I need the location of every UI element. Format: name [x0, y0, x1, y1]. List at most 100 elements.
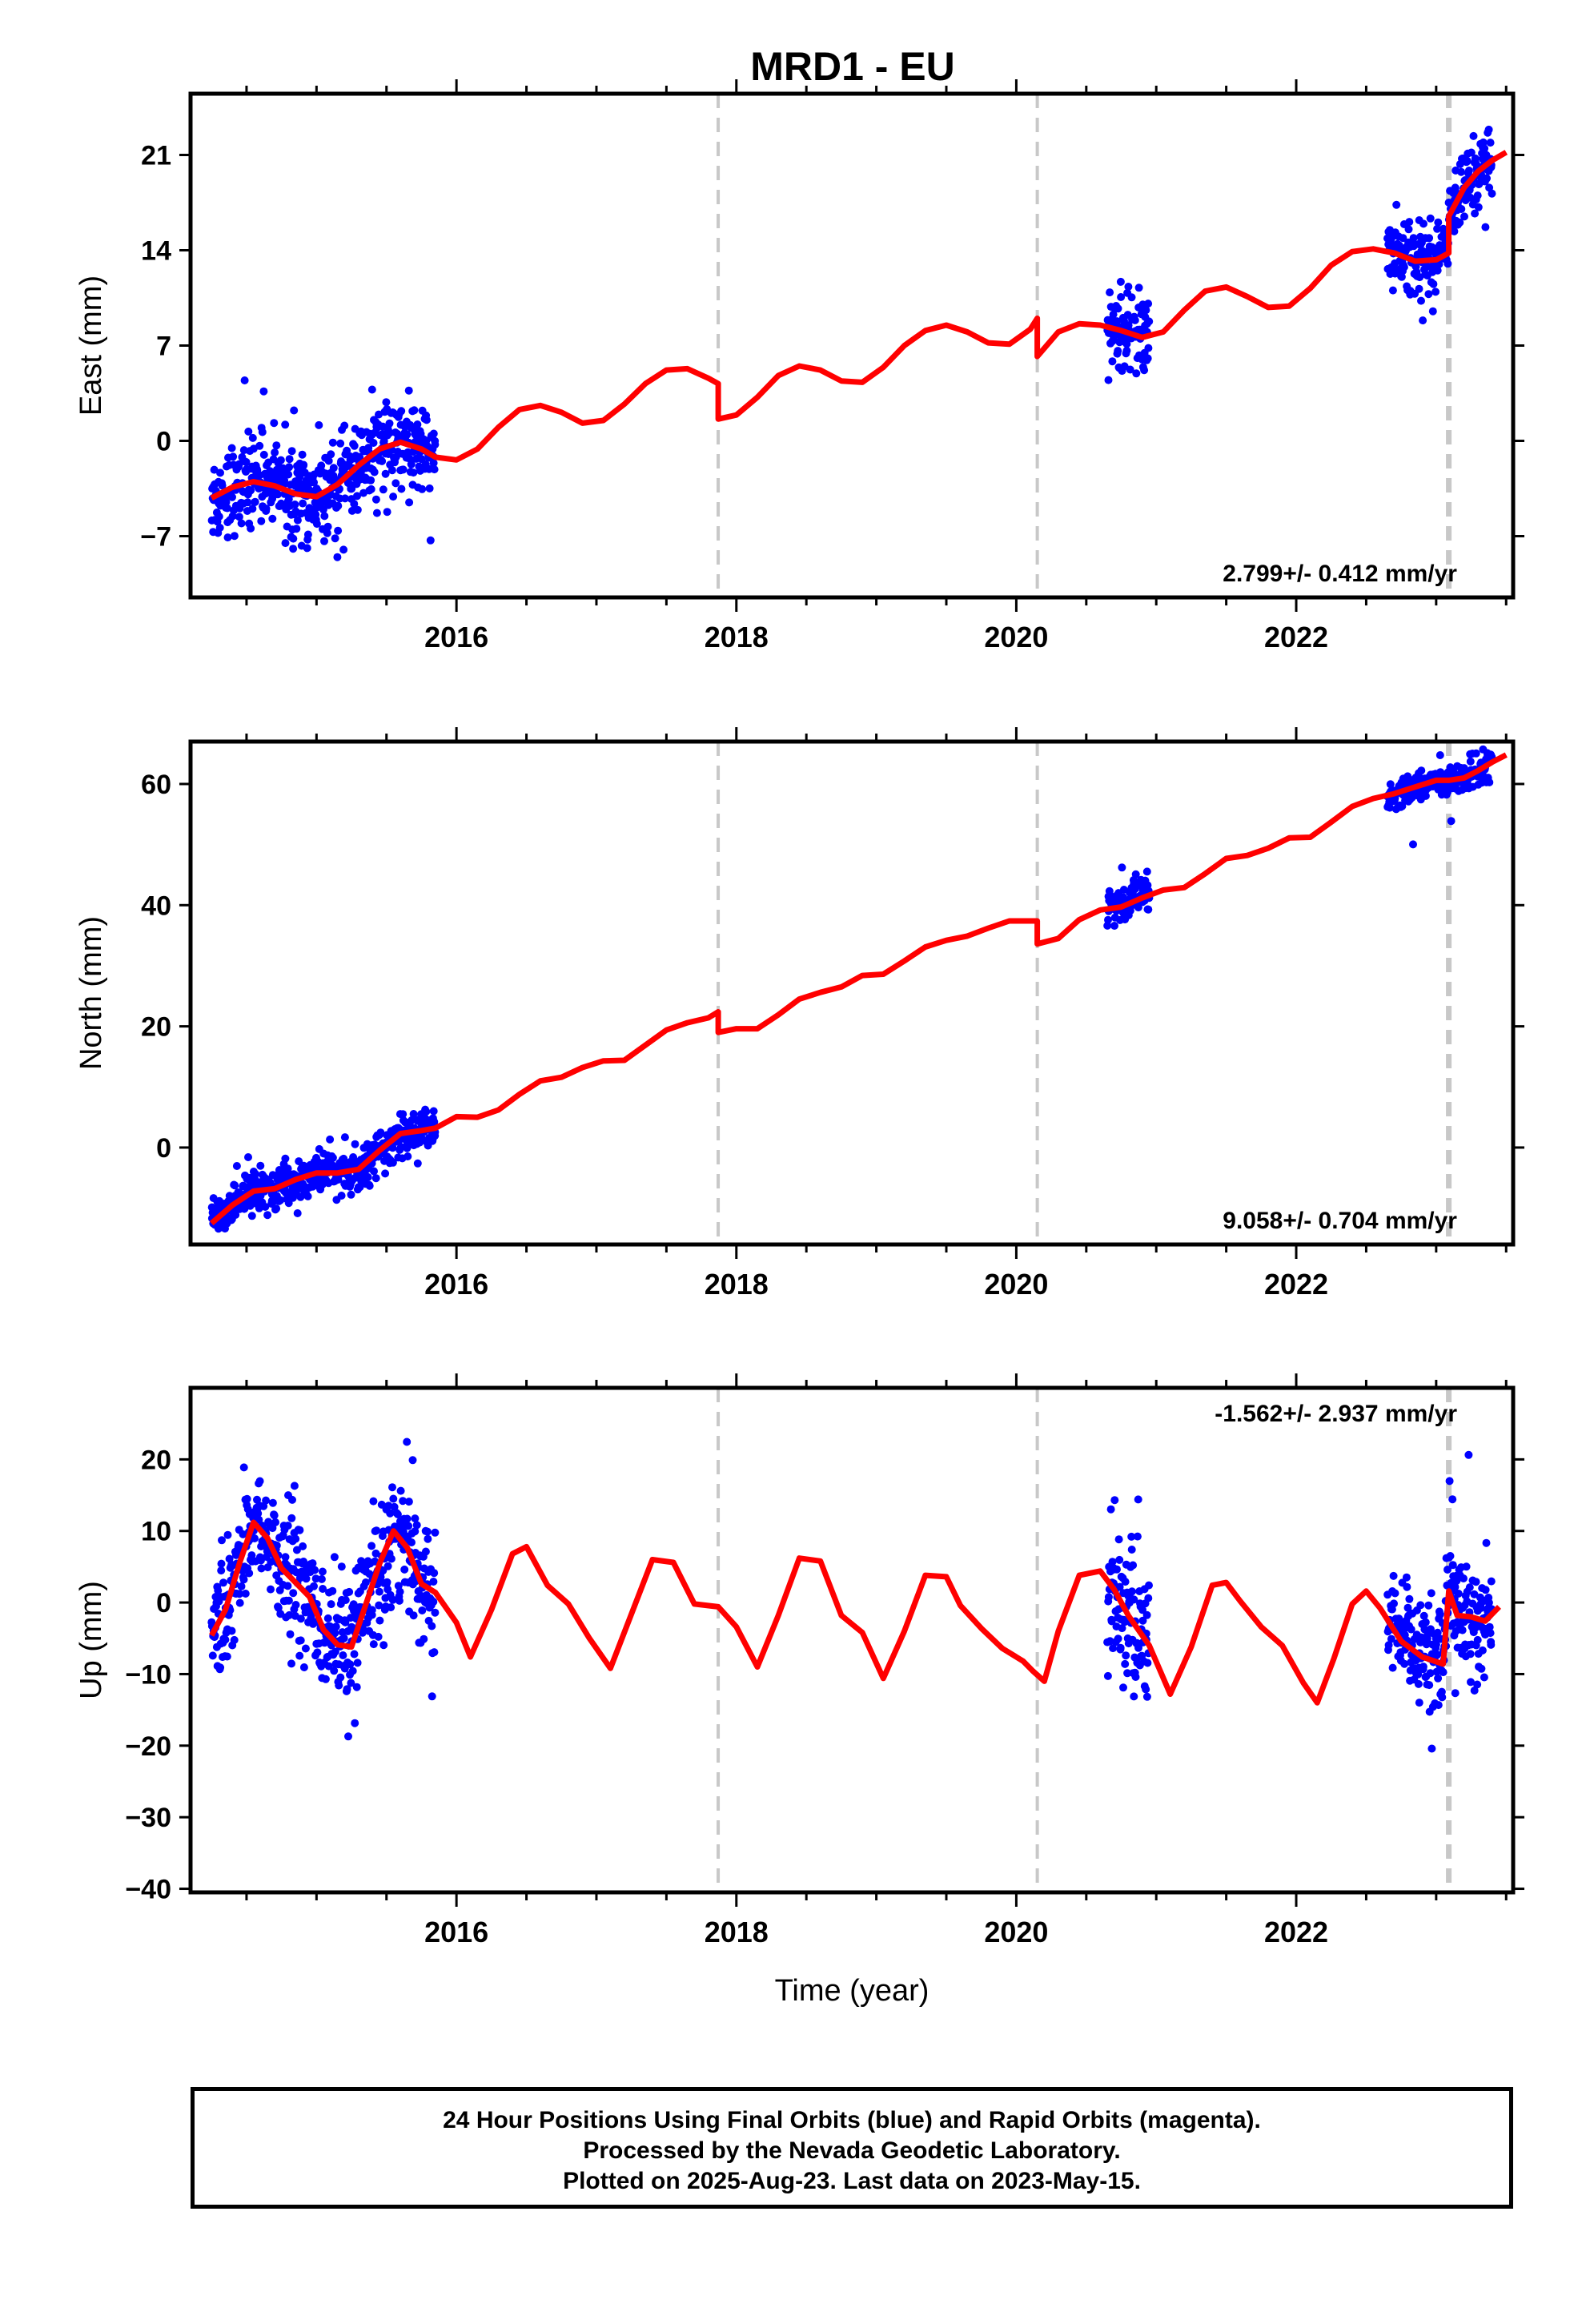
- data-point: [1433, 1651, 1442, 1659]
- data-point: [336, 439, 345, 448]
- data-point: [285, 1610, 294, 1619]
- data-point: [422, 1108, 431, 1116]
- data-point: [1470, 1687, 1479, 1695]
- data-point: [409, 1611, 418, 1620]
- data-point: [1464, 1450, 1473, 1459]
- data-point: [1473, 1680, 1482, 1689]
- data-point: [1110, 1496, 1119, 1505]
- data-point: [232, 1162, 241, 1170]
- data-point: [1419, 1611, 1428, 1620]
- data-point: [237, 1582, 246, 1590]
- data-point: [429, 459, 438, 468]
- y-tick-label: −10: [125, 1659, 171, 1690]
- y-axis-label: Up (mm): [74, 1581, 108, 1699]
- y-tick-label: 20: [141, 1012, 171, 1043]
- data-point: [403, 1144, 412, 1152]
- data-point: [404, 1498, 413, 1506]
- data-point: [1438, 1693, 1447, 1702]
- data-point: [1122, 1651, 1130, 1660]
- data-point: [420, 1634, 428, 1643]
- data-point: [328, 1586, 337, 1595]
- data-point: [1433, 1628, 1442, 1637]
- data-point: [292, 525, 301, 533]
- data-point: [1421, 791, 1430, 800]
- data-point: [336, 1673, 345, 1682]
- data-point: [1121, 1578, 1130, 1586]
- data-point: [390, 1502, 399, 1511]
- data-point: [320, 512, 329, 521]
- data-point: [399, 465, 408, 474]
- data-point: [352, 1683, 361, 1691]
- data-point: [1414, 1679, 1423, 1688]
- data-point: [317, 461, 326, 470]
- data-point: [276, 456, 285, 464]
- data-point: [344, 1732, 352, 1741]
- data-point: [370, 468, 379, 476]
- data-point: [1488, 189, 1496, 198]
- data-point: [1473, 191, 1482, 200]
- data-point: [413, 1159, 422, 1168]
- data-point: [1434, 1674, 1443, 1683]
- data-point: [1109, 1644, 1118, 1653]
- data-point: [247, 1212, 256, 1220]
- data-point: [1467, 1678, 1475, 1687]
- data-point: [1134, 1495, 1142, 1504]
- data-point: [245, 1569, 254, 1578]
- data-point: [370, 1167, 378, 1176]
- data-point: [311, 1574, 320, 1583]
- data-point: [1487, 1577, 1496, 1586]
- data-point: [221, 1635, 230, 1644]
- data-point: [1476, 1603, 1485, 1612]
- data-point: [1465, 1583, 1474, 1592]
- data-point: [1479, 138, 1488, 147]
- data-point: [228, 493, 236, 501]
- data-point: [1424, 290, 1433, 299]
- data-point: [1460, 212, 1468, 221]
- data-point: [350, 1650, 359, 1659]
- data-point: [431, 1608, 440, 1617]
- data-point: [251, 1534, 259, 1542]
- y-tick-label: −30: [125, 1803, 171, 1833]
- data-point: [1104, 376, 1113, 384]
- data-point: [1142, 1610, 1151, 1619]
- data-point: [375, 1601, 383, 1610]
- data-point: [317, 1574, 326, 1583]
- data-point: [393, 1510, 402, 1518]
- data-point: [1434, 218, 1443, 227]
- data-point: [255, 1204, 263, 1212]
- data-point: [1122, 346, 1131, 355]
- data-point: [383, 508, 391, 517]
- data-point: [247, 1551, 256, 1560]
- data-point: [1133, 1532, 1142, 1541]
- data-point: [1131, 1673, 1140, 1681]
- data-point: [1127, 1532, 1136, 1541]
- data-point: [429, 1107, 438, 1116]
- caption-line-3: Plotted on 2025-Aug-23. Last data on 202…: [563, 2168, 1141, 2194]
- data-point: [1117, 293, 1126, 301]
- data-point: [291, 1534, 300, 1543]
- data-point: [1463, 157, 1472, 166]
- data-point: [319, 505, 327, 514]
- data-point: [299, 460, 308, 469]
- data-point: [218, 1536, 226, 1545]
- data-point: [1121, 1659, 1130, 1668]
- data-point: [1107, 1617, 1116, 1626]
- y-tick-label: −7: [140, 522, 171, 553]
- data-point: [1417, 296, 1425, 305]
- x-tick-label: 2018: [705, 1268, 769, 1301]
- data-point: [399, 1497, 408, 1506]
- data-point: [299, 499, 307, 508]
- data-point: [381, 469, 390, 478]
- data-point: [1433, 266, 1442, 275]
- data-point: [259, 450, 268, 459]
- data-point: [378, 456, 387, 465]
- data-point: [259, 387, 268, 396]
- data-point: [365, 1181, 374, 1190]
- x-tick-label: 2018: [705, 621, 769, 653]
- data-point: [1140, 366, 1149, 375]
- data-point: [255, 1477, 264, 1486]
- data-point: [272, 1204, 281, 1213]
- data-point: [1427, 1589, 1435, 1598]
- data-point: [1450, 227, 1459, 235]
